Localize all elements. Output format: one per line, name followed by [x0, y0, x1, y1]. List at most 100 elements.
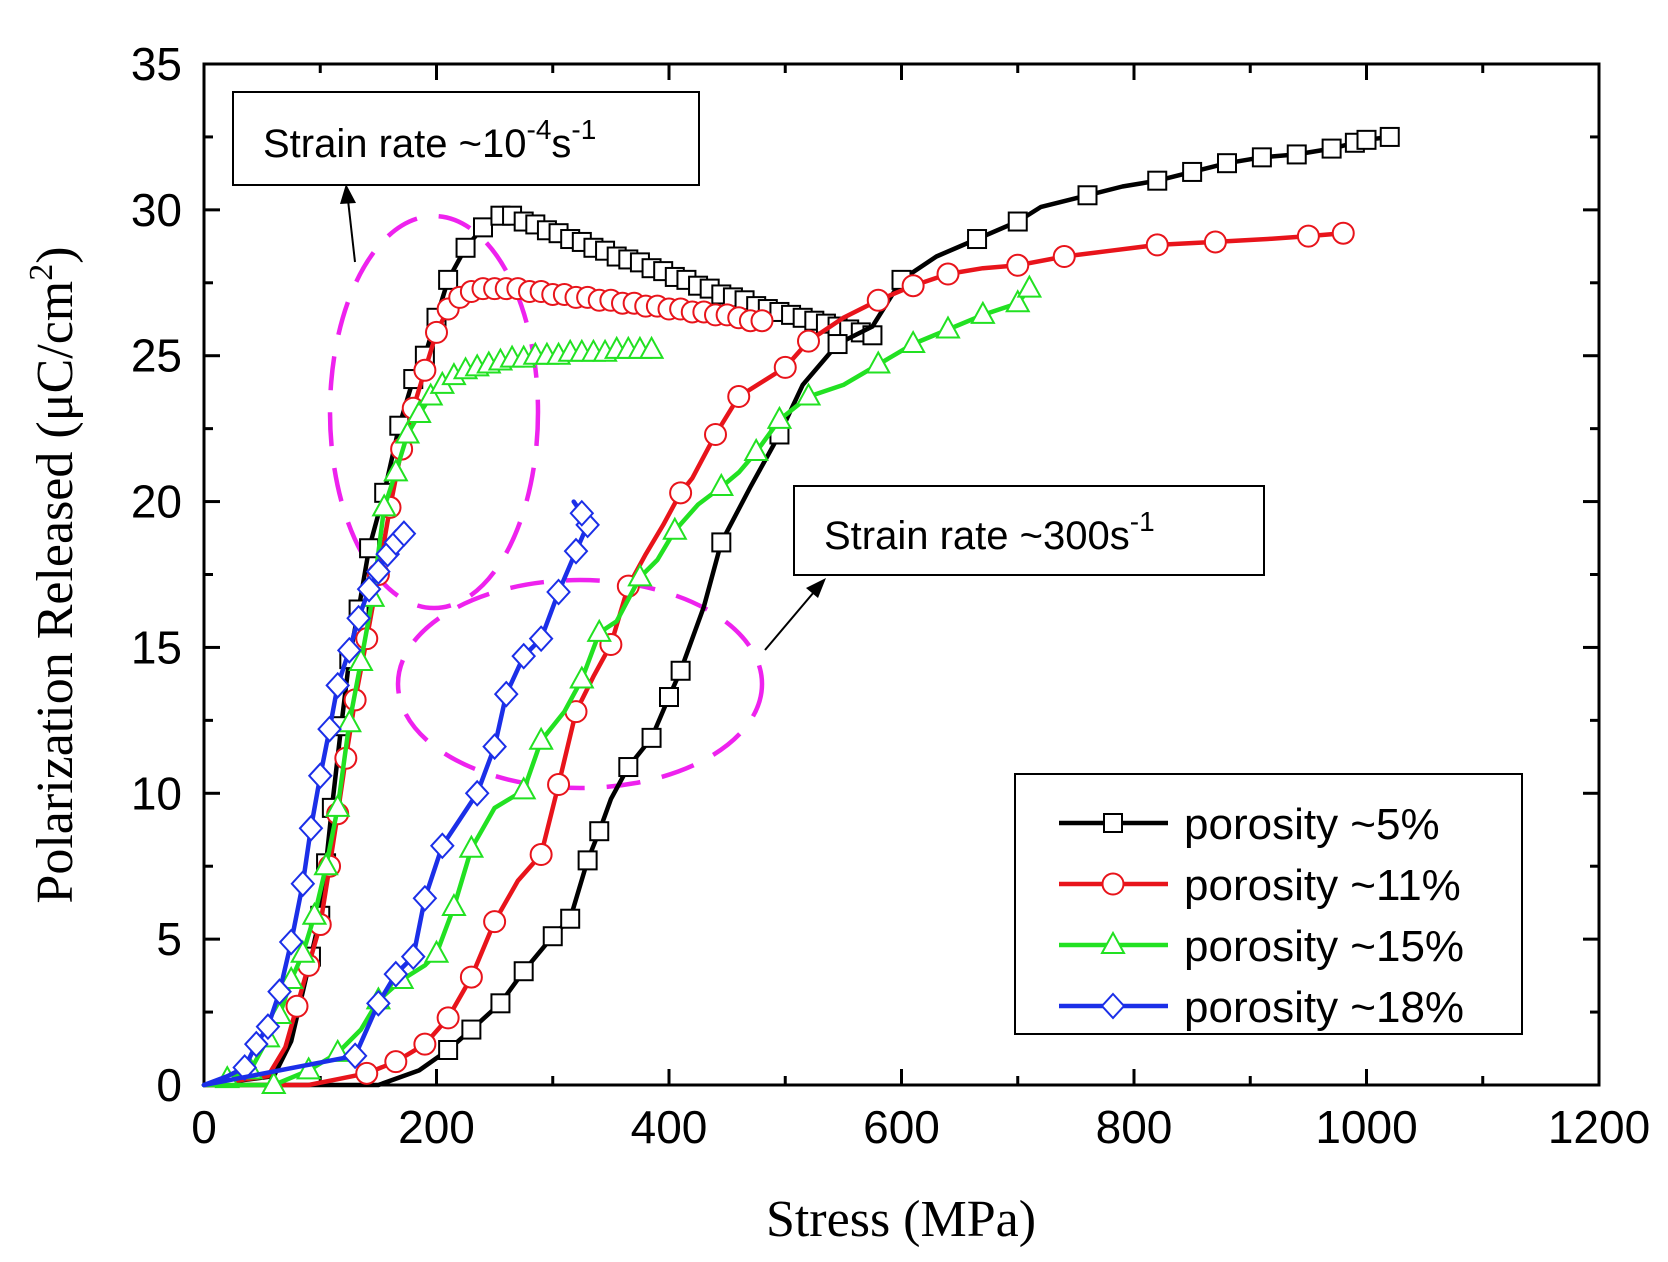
data-point-square [473, 217, 493, 238]
data-point-triangle [970, 300, 996, 324]
data-point-square [455, 237, 476, 258]
data-point-diamond [464, 779, 490, 807]
data-point-square [618, 757, 639, 778]
data-point-diamond [346, 604, 371, 632]
data-point-circle [413, 1032, 437, 1056]
data-point-diamond [317, 715, 342, 743]
data-point-diamond [307, 762, 333, 790]
data-point-triangle [586, 618, 612, 642]
data-point-square [1251, 147, 1272, 168]
data-point-triangle [423, 939, 450, 963]
annotation-dynamic-arrowhead [806, 578, 826, 598]
x-tick-label: 1000 [1315, 1101, 1417, 1153]
series-3 [201, 274, 1043, 1094]
data-point-diamond [278, 928, 304, 956]
data-point-triangle [406, 399, 432, 424]
x-axis-title: Stress (MPa) [766, 1191, 1036, 1248]
data-point-triangle [324, 793, 351, 817]
data-point-triangle [708, 472, 735, 496]
data-point-triangle [638, 335, 665, 359]
data-point-triangle [662, 516, 688, 540]
data-point-circle [483, 910, 507, 934]
data-point-square [659, 687, 679, 708]
data-point-circle [797, 329, 820, 353]
data-point-triangle [935, 315, 961, 339]
data-point-circle [436, 1006, 460, 1030]
legend-entry: porosity ~18% [1059, 983, 1464, 1032]
data-point-triangle [900, 329, 926, 354]
y-tick-label: 10 [131, 767, 182, 819]
data-point-diamond [298, 814, 324, 842]
y-tick-label: 20 [131, 476, 182, 528]
data-point-diamond [243, 1030, 269, 1058]
data-point-square [1356, 129, 1377, 150]
data-point-triangle [348, 647, 374, 672]
data-point-triangle [1005, 289, 1031, 313]
annotation-dynamic-arrow [764, 591, 815, 651]
data-point-triangle [743, 437, 769, 461]
data-point-circle [529, 843, 553, 867]
data-point-circle [704, 422, 727, 446]
legend-label: porosity ~18% [1184, 983, 1464, 1032]
data-point-circle [773, 355, 797, 379]
data-point-diamond [546, 578, 571, 606]
data-point-diamond [366, 989, 391, 1017]
data-point-circle [866, 288, 890, 312]
data-point-triangle [336, 709, 363, 733]
data-point-triangle [627, 563, 653, 587]
data-point-circle [547, 773, 571, 797]
data-point-square [1182, 161, 1203, 182]
data-point-circle [750, 309, 774, 333]
series-line-dynamic [201, 286, 1032, 1088]
data-point-triangle [569, 665, 595, 689]
x-tick-label: 1200 [1548, 1101, 1650, 1153]
data-point-triangle [1016, 274, 1043, 298]
data-point-diamond [563, 537, 589, 565]
legend-marker-circle [1101, 872, 1125, 896]
data-point-triangle [295, 1056, 322, 1080]
data-point-diamond [493, 680, 519, 708]
data-point-triangle [458, 834, 485, 858]
y-axis-ticks: 0 5 10 15 20 25 30 35 [131, 38, 1599, 1111]
data-point-square [967, 229, 988, 250]
legend-entry: porosity ~11% [1059, 861, 1461, 910]
legend-entry: porosity ~15% [1059, 922, 1464, 971]
data-point-square [1077, 185, 1098, 206]
data-point-circle [355, 1061, 379, 1085]
data-point-circle [1331, 221, 1355, 245]
annotation-quasi-static-text: Strain rate ~10-4s-1 [263, 114, 596, 166]
series-layer [201, 126, 1400, 1094]
y-tick-label: 5 [156, 913, 182, 965]
annotation-dynamic-box [793, 485, 1265, 576]
legend-box [1014, 773, 1523, 1035]
legend-label: porosity ~5% [1184, 800, 1440, 849]
data-point-diamond [366, 558, 391, 586]
data-point-triangle [383, 458, 409, 482]
data-point-triangle [528, 726, 554, 750]
x-tick-label: 400 [631, 1101, 708, 1153]
data-point-triangle [417, 382, 444, 406]
legend-label: porosity ~11% [1184, 861, 1461, 910]
data-point-circle [669, 481, 693, 505]
data-point-diamond [356, 575, 382, 603]
data-point-square [670, 660, 691, 681]
data-point-square [589, 821, 610, 842]
legend-marker-square [1103, 813, 1123, 833]
data-point-diamond [482, 733, 507, 761]
data-point-square [438, 1039, 459, 1060]
data-point-circle [1203, 230, 1227, 254]
annotation-dynamic-text: Strain rate ~300s-1 [824, 506, 1155, 558]
data-point-triangle [278, 965, 304, 989]
data-point-circle [384, 1050, 408, 1074]
data-point-diamond [412, 884, 438, 912]
data-point-square [577, 850, 598, 871]
annotation-quasi-static-arrowhead [340, 184, 356, 204]
data-point-diamond [267, 978, 292, 1006]
legend-marker-triangle [1100, 930, 1126, 954]
annotation-quasi-static: Strain rate ~10-4s-1 [232, 91, 700, 263]
y-tick-label: 30 [131, 184, 182, 236]
data-point-circle [285, 994, 309, 1018]
data-point-triangle [261, 1070, 287, 1094]
data-point-circle [413, 358, 437, 382]
data-point-diamond [528, 625, 554, 653]
